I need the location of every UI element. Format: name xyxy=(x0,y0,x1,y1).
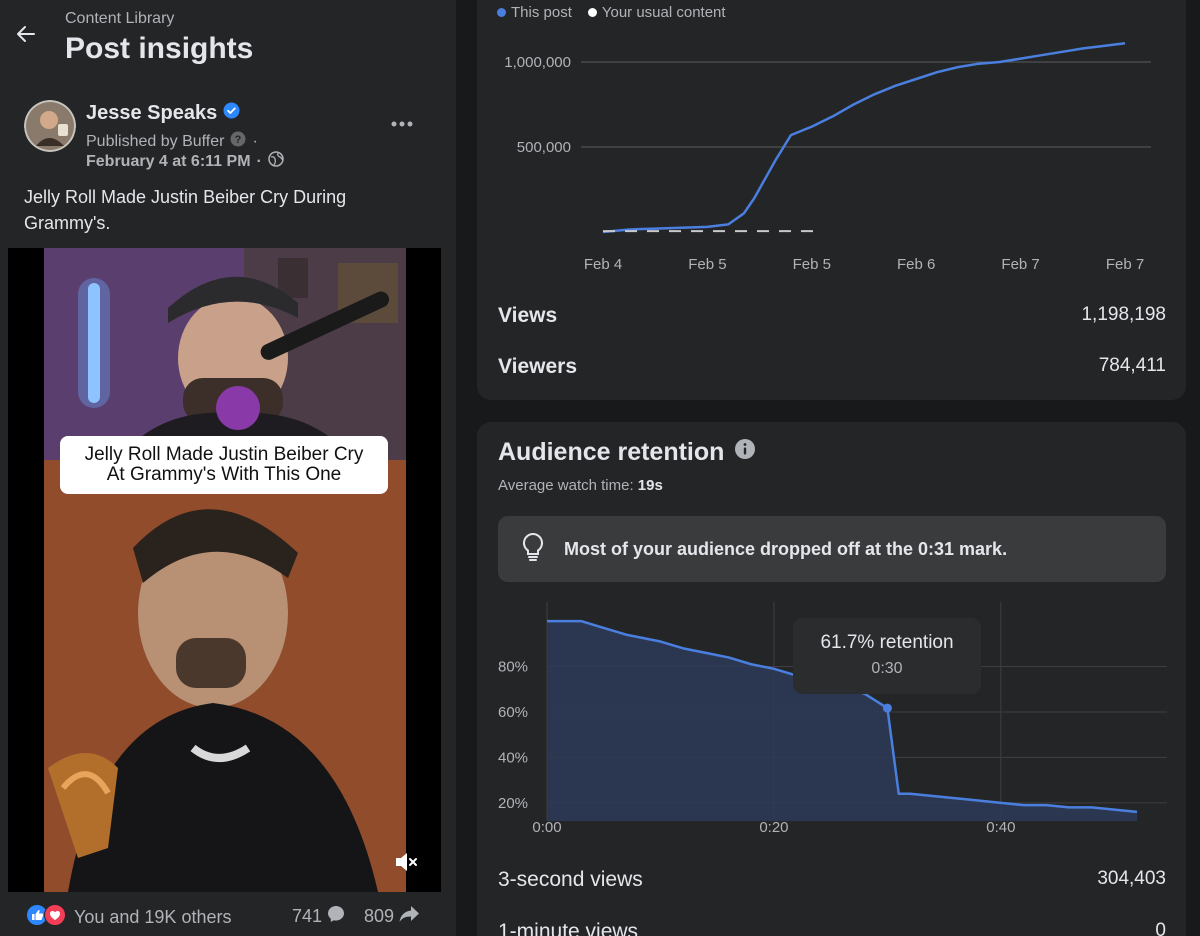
y-tick-label: 1,000,000 xyxy=(504,54,571,71)
legend-label: This post xyxy=(511,4,572,21)
y-tick-label: 40% xyxy=(498,749,528,766)
help-icon[interactable]: ? xyxy=(230,131,246,152)
y-tick-label: 20% xyxy=(498,795,528,812)
comments-count-text: 741 xyxy=(292,906,323,926)
tooltip-time: 0:30 xyxy=(871,660,903,677)
insight-text: Most of your audience dropped off at the… xyxy=(564,538,1008,559)
avatar[interactable] xyxy=(24,100,76,152)
separator-dot: · xyxy=(256,152,262,170)
stat-label: Views xyxy=(498,304,558,327)
stat-row-1m-views: 1-minute views 0 xyxy=(498,920,1166,936)
stat-row-viewers: Viewers 784,411 xyxy=(498,355,1166,379)
svg-text:?: ? xyxy=(235,134,242,146)
comments-count[interactable]: 741 xyxy=(292,904,346,929)
views-chart: 500,000 1,000,000 Feb 4 Feb 5 Feb 5 Feb 6 Feb … xyxy=(504,42,1151,273)
y-tick-label: 80% xyxy=(498,659,528,676)
comment-icon xyxy=(326,904,346,929)
lightbulb-icon xyxy=(520,532,546,567)
x-tick-label: Feb 7 xyxy=(1106,256,1144,273)
x-tick-label: Feb 7 xyxy=(1001,256,1039,273)
author-name[interactable]: Jesse Speaks xyxy=(86,102,240,125)
retention-area xyxy=(547,621,1137,821)
separator-dot: · xyxy=(252,132,258,150)
stat-value: 784,411 xyxy=(1098,355,1166,376)
highlight-point[interactable] xyxy=(882,703,892,713)
tooltip-retention: 61.7% retention xyxy=(820,632,954,653)
share-icon xyxy=(398,904,420,929)
stat-value: 0 xyxy=(1155,920,1166,936)
retention-card: Audience retention Average watch time: 1… xyxy=(477,422,1186,936)
reactions-text: You and 19K others xyxy=(74,907,232,927)
shares-count-text: 809 xyxy=(364,906,395,926)
x-tick-label: Feb 4 xyxy=(584,256,622,273)
back-arrow-icon[interactable] xyxy=(12,20,40,48)
post-date[interactable]: February 4 at 6:11 PM xyxy=(86,152,251,170)
stat-label: 3-second views xyxy=(498,868,643,891)
author-name-text: Jesse Speaks xyxy=(86,102,218,124)
legend-usual-content: Your usual content xyxy=(587,4,726,21)
stat-value: 1,198,198 xyxy=(1081,304,1166,325)
published-by-text: Published by Buffer xyxy=(86,132,225,150)
x-tick-label: 0:40 xyxy=(986,819,1015,836)
legend-this-post: This post xyxy=(497,4,572,21)
average-watch-label: Average watch time: xyxy=(498,477,634,494)
legend-label: Your usual content xyxy=(601,4,726,21)
legend-swatch xyxy=(587,8,597,17)
stat-value: 304,403 xyxy=(1097,868,1166,889)
video-player[interactable]: Jelly Roll Made Justin Beiber Cry At Gra… xyxy=(8,248,441,892)
x-tick-label: 0:20 xyxy=(759,819,788,836)
views-card: This post Your usual content 500,000 1,00… xyxy=(477,0,1186,400)
mute-icon[interactable] xyxy=(392,848,420,876)
stat-label: 1-minute views xyxy=(498,920,639,936)
page-title: Post insights xyxy=(65,32,254,65)
x-tick-label: Feb 5 xyxy=(688,256,726,273)
video-caption-overlay: Jelly Roll Made Justin Beiber Cry At Gra… xyxy=(60,436,388,494)
stat-row-3s-views: 3-second views 304,403 xyxy=(498,868,1166,892)
stat-row-views: Views 1,198,198 xyxy=(498,304,1166,328)
insight-box: Most of your audience dropped off at the… xyxy=(498,516,1166,582)
info-icon[interactable] xyxy=(734,438,756,467)
retention-title-text: Audience retention xyxy=(498,438,725,466)
average-watch-time: Average watch time: 19s xyxy=(498,477,663,494)
retention-title: Audience retention xyxy=(498,438,756,467)
retention-tooltip: 61.7% retention 0:30 xyxy=(793,618,981,694)
more-options-icon[interactable] xyxy=(386,112,418,136)
post-date-line: February 4 at 6:11 PM · xyxy=(86,151,284,172)
post-panel: Content Library Post insights Jesse Spea… xyxy=(0,0,456,936)
published-by-line: Published by Buffer ? · xyxy=(86,131,258,152)
post-caption: Jelly Roll Made Justin Beiber Cry During… xyxy=(24,187,347,233)
x-tick-label: Feb 5 xyxy=(793,256,831,273)
video-thumbnail xyxy=(8,248,441,892)
average-watch-value: 19s xyxy=(637,477,663,494)
stat-label: Viewers xyxy=(498,355,578,378)
series-line xyxy=(602,42,1126,234)
love-reaction-icon xyxy=(44,904,66,931)
reactions-summary[interactable]: You and 19K others xyxy=(26,904,231,931)
video-caption-line: At Grammy's With This One xyxy=(106,464,342,485)
video-caption-line: Jelly Roll Made Justin Beiber Cry xyxy=(84,444,364,465)
x-tick-label: Feb 6 xyxy=(897,256,935,273)
breadcrumb[interactable]: Content Library xyxy=(65,10,175,27)
shares-count[interactable]: 809 xyxy=(364,904,420,929)
globe-icon xyxy=(268,151,284,172)
chart-legend: This post Your usual content xyxy=(497,4,726,21)
x-tick-label: 0:00 xyxy=(532,819,561,836)
y-tick-label: 60% xyxy=(498,704,528,721)
y-tick-label: 500,000 xyxy=(517,139,571,156)
legend-swatch xyxy=(497,8,506,17)
verified-badge-icon xyxy=(223,102,240,125)
